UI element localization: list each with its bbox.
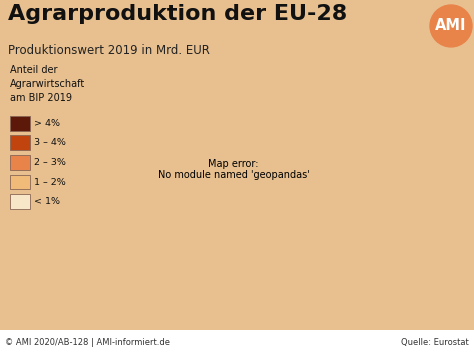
Text: > 4%: > 4%	[34, 119, 60, 128]
FancyBboxPatch shape	[10, 175, 30, 189]
Text: 3 – 4%: 3 – 4%	[34, 138, 66, 147]
Text: Agrarproduktion der EU-28: Agrarproduktion der EU-28	[8, 4, 347, 24]
Text: 2 – 3%: 2 – 3%	[34, 158, 66, 167]
FancyBboxPatch shape	[10, 116, 30, 131]
Text: AMI: AMI	[435, 18, 467, 33]
FancyBboxPatch shape	[10, 155, 30, 170]
Circle shape	[430, 5, 472, 47]
Text: © AMI 2020/AB-128 | AMI-informiert.de: © AMI 2020/AB-128 | AMI-informiert.de	[5, 338, 170, 347]
Text: Anteil der
Agrarwirtschaft
am BIP 2019: Anteil der Agrarwirtschaft am BIP 2019	[10, 65, 85, 103]
Text: < 1%: < 1%	[34, 197, 60, 206]
FancyBboxPatch shape	[10, 194, 30, 209]
Text: Produktionswert 2019 in Mrd. EUR: Produktionswert 2019 in Mrd. EUR	[8, 44, 210, 57]
Text: Map error:
No module named 'geopandas': Map error: No module named 'geopandas'	[158, 159, 310, 180]
Text: 1 – 2%: 1 – 2%	[34, 178, 66, 186]
FancyBboxPatch shape	[10, 136, 30, 150]
Text: Quelle: Eurostat: Quelle: Eurostat	[401, 338, 469, 347]
